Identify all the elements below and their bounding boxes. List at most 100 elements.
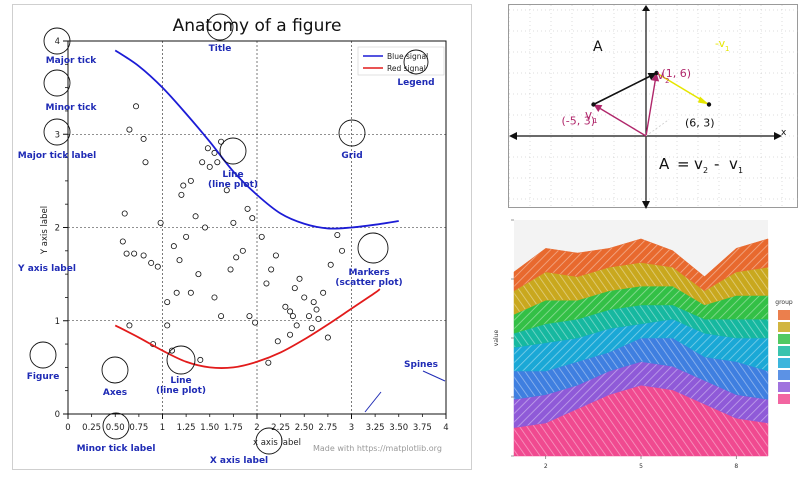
area-x-tick-label: 2 — [544, 463, 548, 470]
scatter-marker — [296, 275, 303, 282]
annotation-marker-circle — [43, 69, 71, 97]
vector-point — [654, 70, 659, 76]
annotation-label: X axis label — [210, 456, 268, 466]
y-major-tick-label: 4 — [55, 37, 60, 47]
annotation-marker-circle — [102, 412, 130, 440]
x-major-tick-label: 2 — [254, 423, 259, 433]
vector-y-axis-arrowhead — [642, 201, 650, 209]
scatter-marker — [230, 219, 237, 226]
y-major-tick-label: 2 — [55, 224, 60, 234]
blue-signal-line — [114, 49, 399, 230]
equation-lhs: A — [659, 155, 670, 173]
scatter-marker — [170, 243, 177, 250]
annotation-label: Markers — [348, 268, 389, 278]
x-minor-tick-label: 0.50 — [106, 423, 125, 433]
scatter-marker — [176, 257, 183, 264]
scatter-marker — [327, 261, 334, 268]
scatter-marker — [233, 254, 240, 261]
annotation-label: (scatter plot) — [335, 278, 402, 288]
annotation-label: Line — [170, 376, 191, 386]
x-minor-tick-label: 1.50 — [200, 423, 219, 433]
vector-y-axis-arrowhead — [642, 5, 650, 11]
equation-v2-sub: 2 — [703, 166, 708, 175]
scatter-marker — [289, 313, 296, 320]
scatter-marker — [123, 250, 130, 257]
red-signal-line — [114, 288, 381, 369]
scatter-marker — [339, 247, 346, 254]
vector-a-head — [647, 73, 657, 81]
vector-v1-subscript: 1 — [593, 117, 597, 125]
vector-v2 — [645, 72, 658, 137]
legend-label: Blue signal — [387, 52, 428, 61]
equation-v1-sub: 1 — [738, 166, 743, 175]
scatter-marker — [180, 182, 187, 189]
area-legend-swatch — [778, 322, 790, 332]
scatter-marker — [274, 338, 281, 345]
vector-a-label: A — [593, 39, 603, 55]
annotation-marker-circle — [43, 27, 71, 55]
area-legend-swatch — [778, 346, 790, 356]
annotation-marker-circle — [101, 356, 129, 384]
scatter-marker — [310, 299, 317, 306]
point-label: (6, 3) — [685, 117, 715, 130]
scatter-marker — [239, 247, 246, 254]
x-minor-tick-label: 3.25 — [366, 423, 385, 433]
scatter-marker — [282, 303, 289, 310]
annotation-label: Y axis label — [17, 264, 76, 274]
scatter-marker — [258, 233, 265, 240]
stacked-area-panel: 2 5 8 value group — [486, 212, 798, 478]
scatter-marker — [252, 319, 259, 326]
annotation-marker-circle — [357, 232, 389, 264]
equation-v2: v — [694, 155, 703, 173]
vector-v2-head — [651, 73, 660, 82]
scatter-marker — [265, 359, 272, 366]
scatter-marker — [164, 299, 171, 306]
scatter-marker — [204, 145, 211, 152]
vector-guide-line — [645, 119, 670, 137]
scatter-marker — [334, 231, 341, 238]
annotation-marker-circle — [255, 427, 283, 455]
vector-v1 — [593, 103, 647, 137]
scatter-marker — [202, 224, 209, 231]
scatter-marker — [249, 215, 256, 222]
scatter-marker — [187, 289, 194, 296]
scatter-marker — [192, 213, 199, 220]
x-minor-tick-label: 2.25 — [271, 423, 290, 433]
annotation-marker-circle — [338, 119, 366, 147]
x-minor-tick-label: 3.75 — [413, 423, 432, 433]
annotation-label: Major tick — [46, 56, 98, 66]
area-legend-swatch — [778, 370, 790, 380]
x-minor-tick-label: 1.25 — [177, 423, 196, 433]
annotation-marker-circle — [43, 118, 71, 146]
scatter-marker — [268, 266, 275, 273]
area-x-tick-label: 5 — [639, 463, 643, 470]
scatter-marker — [133, 103, 140, 110]
vector-chart: x(-5, 3)(1, 6)(6, 3)Av 1v 2-v 1A = v 2- v 1 — [509, 5, 799, 209]
area-legend-swatch — [778, 310, 790, 320]
annotation-label: Minor tick — [46, 103, 98, 113]
annotation-label: (line plot) — [208, 180, 258, 190]
scatter-marker — [173, 289, 180, 296]
area-legend-swatch — [778, 358, 790, 368]
annotation-marker-circle — [206, 13, 234, 41]
point-label: (-5, 3) — [562, 115, 596, 128]
scatter-marker — [214, 159, 221, 166]
scatter-marker — [183, 233, 190, 240]
scatter-marker — [244, 205, 251, 212]
annotation-label: Line — [222, 170, 243, 180]
annotation-label: Spines — [404, 360, 438, 370]
scatter-marker — [218, 313, 225, 320]
y-major-tick-label: 3 — [55, 130, 60, 140]
vector-a — [593, 72, 657, 106]
annotation-marker-circle — [403, 49, 429, 75]
vector-v1-head — [593, 104, 603, 113]
anatomy-figure-panel: Anatomy of a figure 0 1 2 3 4 0.25 0.50 0.75 1.25… — [12, 4, 472, 470]
area-legend-swatch — [778, 394, 790, 404]
x-major-tick-label: 3 — [349, 423, 354, 433]
footer-credit: Made with https://matplotlib.org — [313, 444, 442, 453]
x-major-tick-label: 4 — [443, 423, 448, 433]
annotation-marker-circle — [166, 345, 196, 375]
y-major-tick-label: 1 — [55, 317, 60, 327]
x-minor-tick-label: 2.50 — [295, 423, 314, 433]
scatter-marker — [187, 177, 194, 184]
